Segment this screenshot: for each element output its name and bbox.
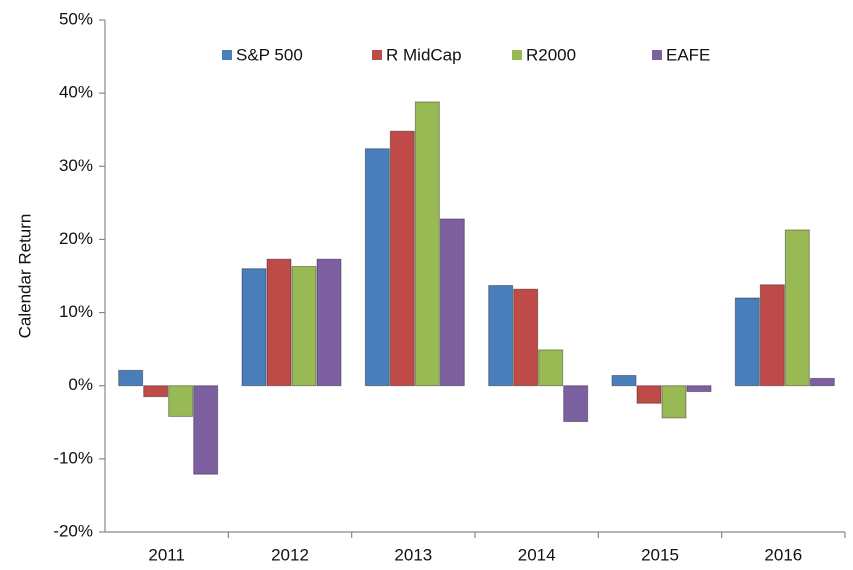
legend-label: R MidCap [386, 45, 462, 64]
y-axis-label: Calendar Return [15, 214, 34, 339]
bar [316, 258, 342, 387]
bar [364, 148, 390, 387]
y-tick-label: 20% [59, 229, 93, 248]
bar [241, 268, 267, 387]
legend-label: S&P 500 [236, 45, 303, 64]
x-tick-label: 2011 [148, 545, 185, 564]
legend-label: R2000 [526, 45, 576, 64]
legend-swatch [652, 50, 662, 60]
bar [168, 385, 194, 417]
y-tick-label: 40% [59, 83, 93, 102]
bar [636, 385, 662, 404]
x-tick-label: 2016 [764, 545, 802, 564]
y-tick-label: 50% [59, 9, 93, 28]
legend-swatch [222, 50, 232, 60]
bar [266, 258, 292, 387]
bar [414, 101, 440, 387]
legend-swatch [372, 50, 382, 60]
bar [193, 385, 219, 475]
bar [513, 288, 539, 387]
bar [734, 297, 760, 387]
x-tick-label: 2014 [518, 545, 556, 564]
bar [611, 374, 637, 387]
x-tick-label: 2015 [641, 545, 679, 564]
bar [759, 284, 785, 387]
bar [661, 385, 687, 419]
bar [488, 285, 514, 387]
bar [686, 385, 712, 393]
bar [143, 385, 169, 398]
y-tick-label: 10% [59, 302, 93, 321]
x-tick-label: 2012 [271, 545, 309, 564]
bar [118, 369, 144, 387]
bar [538, 349, 564, 387]
y-tick-label: -20% [53, 521, 93, 540]
y-tick-label: 30% [59, 156, 93, 175]
y-tick-label: 0% [68, 375, 93, 394]
bar [291, 265, 317, 387]
bar [439, 218, 465, 387]
bar [389, 130, 415, 387]
bar [809, 377, 835, 387]
bar [563, 385, 589, 423]
x-tick-label: 2013 [394, 545, 432, 564]
legend-swatch [512, 50, 522, 60]
y-tick-label: -10% [53, 448, 93, 467]
legend-label: EAFE [666, 45, 710, 64]
bar [784, 229, 810, 387]
